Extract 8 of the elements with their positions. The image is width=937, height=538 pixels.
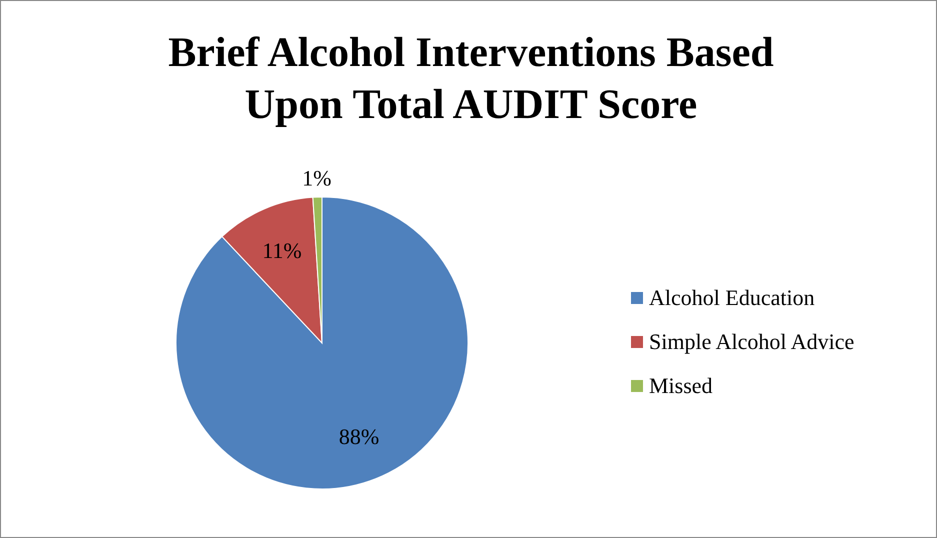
legend-label: Simple Alcohol Advice bbox=[648, 328, 856, 356]
pie-slice bbox=[176, 196, 468, 490]
chart-title: Brief Alcohol Interventions Based Upon Total AUDIT Score bbox=[167, 29, 775, 130]
legend-label: Missed bbox=[648, 372, 714, 400]
data-label: 1% bbox=[302, 166, 332, 191]
data-label: 88% bbox=[338, 424, 380, 450]
data-label: 11% bbox=[262, 238, 302, 264]
legend-label: Alcohol Education bbox=[648, 284, 816, 312]
